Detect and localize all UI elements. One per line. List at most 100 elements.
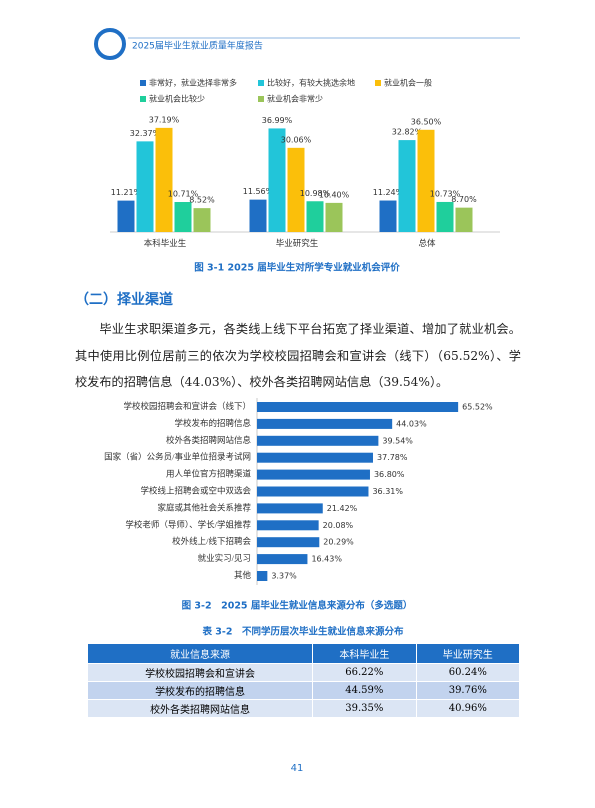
table-row: 学校校园招聘会和宣讲会 66.22% 60.24% [86, 663, 521, 682]
x-tick-label: 总体 [418, 238, 436, 248]
data-label: 3.37% [271, 572, 297, 581]
y-tick-label: 学校校园招聘会和宣讲会（线下） [123, 401, 251, 411]
table-header: 就业信息来源 本科毕业生 毕业研究生 [86, 643, 521, 664]
section-heading: （二）择业渠道 [75, 291, 173, 308]
data-label: 16.43% [311, 555, 342, 564]
data-label: 65.52% [462, 403, 493, 412]
data-label: 10.40% [319, 190, 350, 199]
data-label: 30.06% [281, 135, 312, 144]
data-label: 32.37% [130, 129, 161, 138]
legend-label: 非常好，就业选择非常多 [149, 78, 237, 88]
data-label: 39.54% [382, 436, 413, 445]
table-cell: 39.76% [415, 681, 521, 700]
data-label: 36.31% [372, 487, 403, 496]
bar [257, 571, 268, 581]
data-label: 44.03% [396, 419, 427, 428]
data-label: 11.21% [111, 188, 142, 197]
legend-swatch [258, 96, 264, 102]
bar [257, 435, 379, 446]
bar [174, 202, 192, 232]
table-cell: 校外各类招聘网站信息 [86, 699, 314, 718]
bar [257, 418, 393, 429]
data-label: 11.56% [243, 187, 274, 196]
bar [379, 200, 397, 232]
bar [117, 200, 135, 232]
data-label: 37.19% [149, 115, 180, 124]
bar [249, 199, 267, 232]
legend-label: 就业机会一般 [384, 78, 432, 88]
bar [455, 207, 473, 232]
bar [325, 202, 343, 232]
bar [257, 520, 319, 531]
y-tick-label: 学校老师（导师）、学长/学姐推荐 [125, 519, 251, 529]
data-label: 20.08% [323, 521, 354, 530]
legend-swatch [375, 80, 381, 86]
bar [155, 127, 173, 232]
data-label: 10.73% [430, 189, 461, 198]
x-tick-label: 毕业研究生 [276, 238, 319, 248]
bar [193, 208, 211, 232]
paragraph: 毕业生求职渠道多元，各类线上线下平台拓宽了择业渠道、增加了就业机会。其中使用比例… [75, 322, 521, 389]
bar [136, 141, 154, 232]
data-label: 36.50% [411, 117, 442, 126]
table-header-cell: 毕业研究生 [415, 643, 521, 664]
caption: 图 3-1 2025 届毕业生对所学专业就业机会评价 [194, 262, 400, 274]
table: 就业信息来源 本科毕业生 毕业研究生 学校校园招聘会和宣讲会 66.22% 60.24% 学… [86, 643, 521, 718]
table-cell: 44.59% [312, 681, 417, 700]
x-tick-label: 本科毕业生 [144, 238, 187, 248]
legend-swatch [258, 80, 264, 86]
bar [257, 554, 308, 565]
bar [257, 486, 369, 497]
y-tick-label: 其他 [234, 570, 252, 580]
bar [257, 537, 320, 548]
page-number: 41 [291, 763, 304, 774]
table-row: 校外各类招聘网站信息 39.35% 40.96% [86, 699, 521, 718]
data-label: 37.78% [377, 453, 408, 462]
bar [398, 140, 416, 232]
data-label: 11.24% [373, 188, 404, 197]
data-label: 36.80% [374, 470, 405, 479]
table-header-cell: 就业信息来源 [86, 643, 314, 664]
table-cell: 学校校园招聘会和宣讲会 [86, 663, 314, 682]
bar [268, 128, 286, 232]
y-tick-label: 校外各类招聘网站信息 [166, 435, 252, 445]
y-tick-label: 家庭或其他社会关系推荐 [157, 502, 251, 512]
legend-label: 比较好，有较大挑选余地 [267, 78, 355, 88]
y-tick-label: 用人单位官方招聘渠道 [166, 469, 252, 479]
data-label: 10.71% [168, 190, 199, 199]
bar [417, 129, 435, 232]
data-label: 36.99% [262, 116, 293, 125]
header-title: 2025届毕业生就业质量年度报告 [132, 40, 263, 52]
y-tick-label: 就业实习/见习 [198, 553, 251, 563]
data-label: 8.52% [189, 196, 215, 205]
table-title: 表 3-2 不同学历层次毕业生就业信息来源分布 [202, 626, 404, 638]
table-cell: 39.35% [312, 699, 417, 718]
data-label: 20.29% [323, 538, 354, 547]
y-tick-label: 校外线上/线下招聘会 [172, 536, 251, 546]
bar [257, 402, 459, 412]
table-cell: 学校发布的招聘信息 [86, 681, 314, 700]
table-header-cell: 本科毕业生 [312, 643, 417, 664]
logo [94, 28, 126, 60]
data-label: 32.82% [392, 128, 423, 137]
table-row: 学校发布的招聘信息 44.59% 39.76% [86, 681, 521, 700]
table-cell: 60.24% [415, 663, 521, 682]
data-label: 10.98% [300, 189, 331, 198]
bar [306, 201, 324, 232]
legend-label: 就业机会比较少 [149, 94, 205, 104]
y-tick-label: 学校发布的招聘信息 [174, 418, 251, 428]
data-label: 8.70% [451, 195, 477, 204]
y-tick-label: 国家（省）公务员/事业单位招录考试网 [104, 452, 251, 462]
bar [287, 147, 305, 232]
legend-swatch [140, 80, 146, 86]
bar [257, 469, 370, 480]
y-tick-label: 学校线上招聘会或空中双选会 [140, 485, 251, 495]
bar [436, 201, 454, 232]
table-cell: 66.22% [312, 663, 417, 682]
data-label: 21.42% [327, 504, 358, 513]
caption: 图 3-2 2025 届毕业生就业信息来源分布（多选题） [182, 600, 413, 612]
legend-swatch [140, 96, 146, 102]
bar [257, 452, 373, 463]
